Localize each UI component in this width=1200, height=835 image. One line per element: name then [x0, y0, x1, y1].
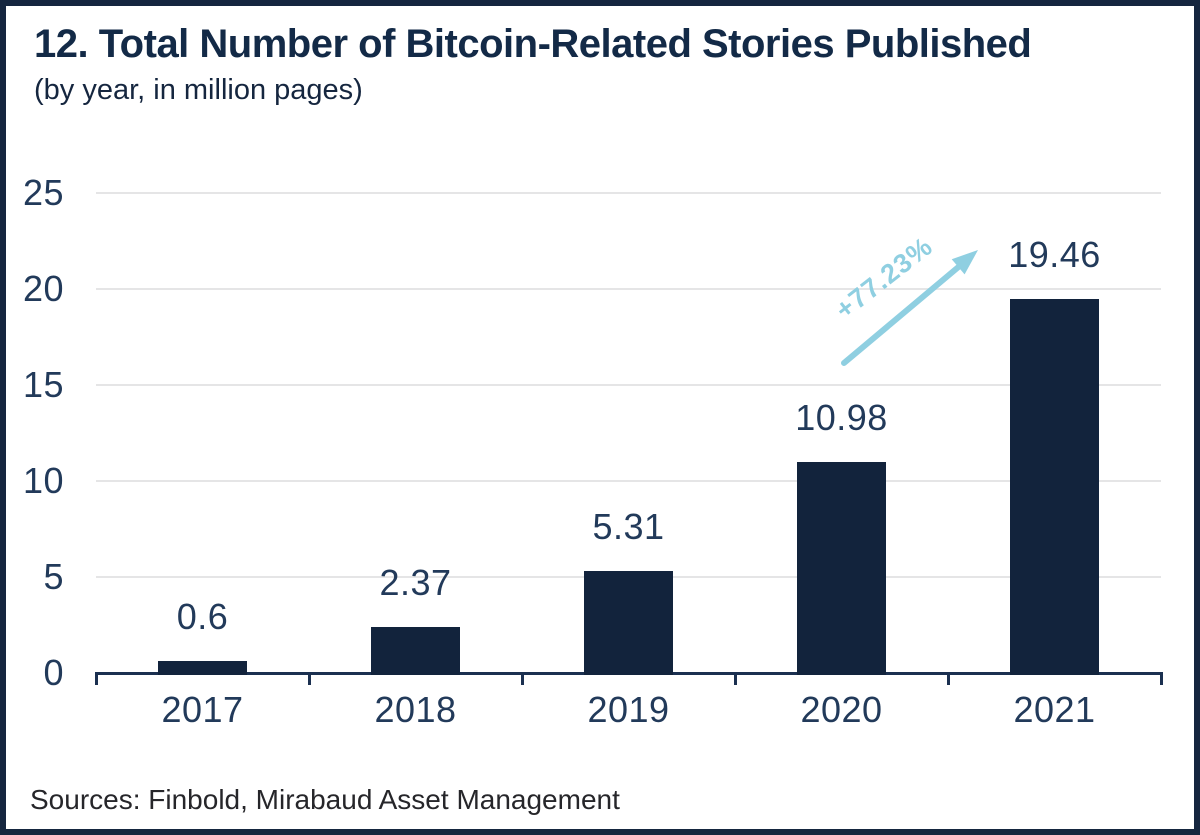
sources-text: Sources: Finbold, Mirabaud Asset Managem…: [30, 784, 620, 815]
gridline: [96, 288, 1161, 290]
gridline: [96, 384, 1161, 386]
x-axis-tick: [1160, 672, 1163, 685]
bar-value-label: 0.6: [176, 596, 229, 638]
y-axis-tick-label: 15: [22, 364, 64, 405]
gridline: [96, 480, 1161, 482]
x-axis-category-label: 2021: [1013, 689, 1096, 730]
y-axis-tick-label: 0: [43, 652, 64, 693]
x-axis-tick: [308, 672, 311, 685]
bar-2018: [371, 627, 460, 675]
bar-2020: [797, 462, 886, 675]
bar-value-label: 19.46: [1008, 234, 1101, 276]
bar-value-label: 5.31: [592, 506, 665, 548]
plot-area: 0 5 10 15 20 25 0.6 2017 2.37 2018 5.31 2019 10.98 20…: [6, 6, 1194, 829]
y-axis-tick-label: 25: [22, 172, 64, 213]
gridline: [96, 192, 1161, 194]
x-axis-tick: [947, 672, 950, 685]
x-axis-tick: [734, 672, 737, 685]
y-axis-tick-label: 10: [22, 460, 64, 501]
x-axis-tick: [95, 672, 98, 685]
bar-value-label: 10.98: [795, 397, 888, 439]
bar-value-label: 2.37: [379, 562, 452, 604]
bar-2019: [584, 571, 673, 675]
growth-arrow-icon: [841, 250, 978, 366]
x-axis-category-label: 2018: [374, 689, 457, 730]
x-axis-category-label: 2019: [587, 689, 670, 730]
x-axis-category-label: 2020: [800, 689, 883, 730]
chart-title: 12. Total Number of Bitcoin-Related Stor…: [34, 22, 1032, 66]
x-axis-category-label: 2017: [161, 689, 244, 730]
bar-2017: [158, 661, 247, 675]
chart-subtitle: (by year, in million pages): [34, 74, 363, 106]
y-axis-tick-label: 5: [43, 556, 64, 597]
y-axis-tick-label: 20: [22, 268, 64, 309]
x-axis-tick: [521, 672, 524, 685]
bar-2021: [1010, 299, 1099, 675]
